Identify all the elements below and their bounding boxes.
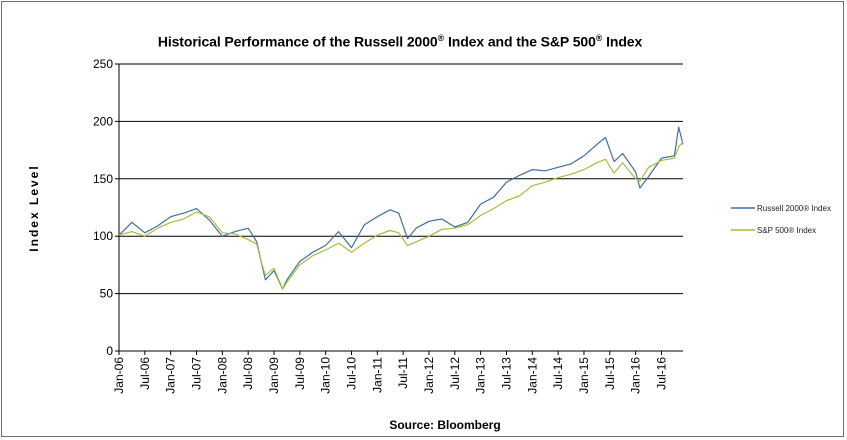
x-tick-label: Jul-14 — [551, 357, 565, 390]
x-tick-label: Jan-11 — [370, 357, 384, 393]
x-tick-label: Jan-14 — [525, 357, 539, 394]
x-tick-label: Jan-08 — [215, 357, 229, 394]
x-tick-label: Jan-07 — [164, 357, 178, 394]
y-tick-label: 150 — [93, 172, 113, 186]
series-line-russell-2000 — [118, 126, 684, 290]
x-tick-label: Jul-08 — [241, 357, 255, 390]
y-tick-label: 250 — [93, 57, 113, 71]
series-line-sp-500 — [118, 141, 684, 290]
y-tick-label: 50 — [100, 287, 114, 301]
x-tick-label: Jan-06 — [112, 357, 126, 394]
x-tick-label: Jul-06 — [138, 357, 152, 390]
source-note: Source: Bloomberg — [389, 418, 501, 432]
x-tick-label: Jul-09 — [293, 357, 307, 390]
x-tick-label: Jul-10 — [344, 357, 358, 390]
x-tick-label: Jul-16 — [654, 357, 668, 390]
x-tick-label: Jan-16 — [629, 357, 643, 394]
x-tick-label: Jan-15 — [577, 357, 591, 394]
legend-label: Russell 2000® Index — [757, 204, 831, 213]
x-tick-label: Jul-13 — [499, 357, 513, 390]
x-tick-label: Jan-10 — [319, 357, 333, 394]
y-tick-label: 0 — [106, 344, 113, 358]
x-tick-label: Jan-12 — [422, 357, 436, 394]
x-tick-label: Jan-13 — [474, 357, 488, 394]
y-tick-label: 100 — [93, 229, 113, 243]
x-tick-label: Jan-09 — [267, 357, 281, 394]
x-tick-label: Jul-07 — [189, 357, 203, 390]
x-tick-label: Jul-11 — [396, 357, 410, 389]
chart-title: Historical Performance of the Russell 20… — [157, 33, 643, 50]
x-tick-label: Jul-12 — [448, 357, 462, 390]
x-tick-label: Jul-15 — [603, 357, 617, 390]
legend-label: S&P 500® Index — [757, 226, 816, 235]
y-tick-label: 200 — [93, 114, 113, 128]
